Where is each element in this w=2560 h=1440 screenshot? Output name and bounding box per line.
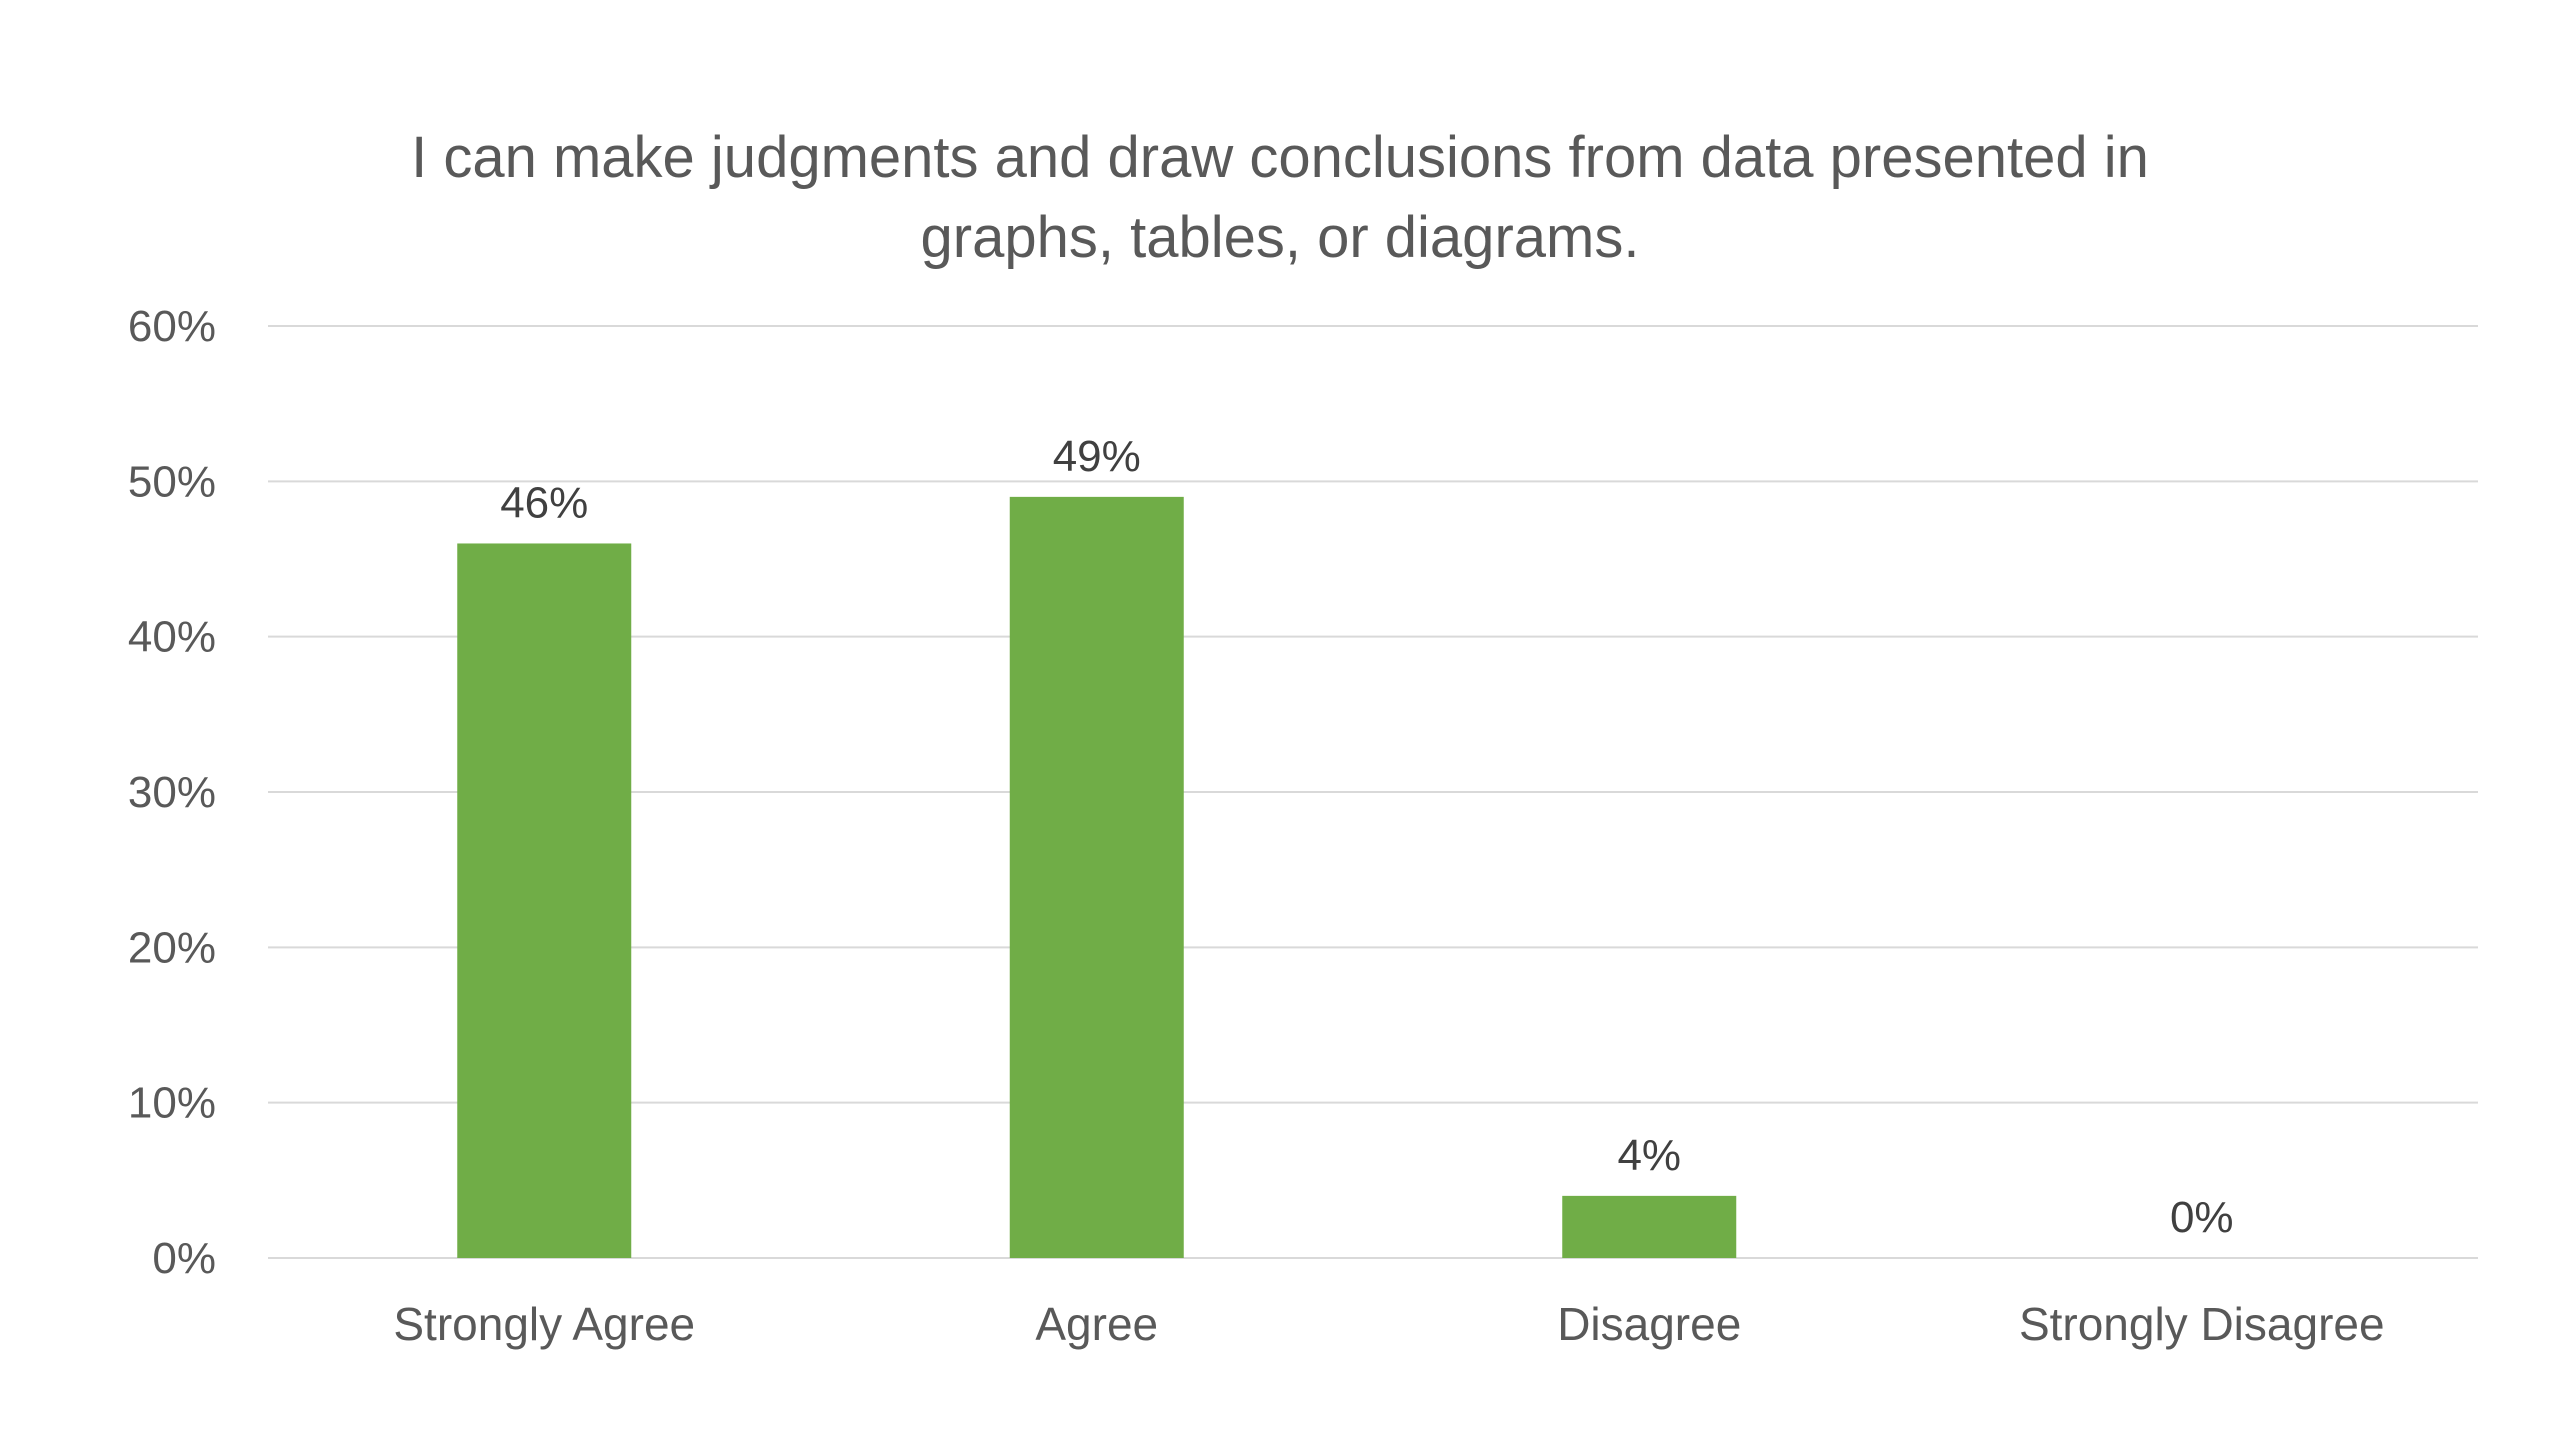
bar-agree [1009,496,1184,1258]
chart-title: I can make judgments and draw conclusion… [0,118,2560,278]
data-labels: 46% 49% 4% 0% [500,432,2233,1242]
x-axis-category-labels: Strongly Agree Agree Disagree Strongly Disa… [393,1298,2384,1350]
data-label: 46% [500,478,588,527]
category-label: Strongly Agree [393,1298,695,1350]
chart-title-line-1: I can make judgments and draw conclusion… [411,125,2149,190]
category-label: Strongly Disagree [2019,1298,2385,1350]
data-label: 49% [1053,432,1141,481]
category-label: Agree [1035,1298,1158,1350]
y-tick-label: 30% [128,768,216,817]
data-label: 4% [1617,1131,1681,1180]
category-label: Disagree [1557,1298,1741,1350]
y-tick-label: 40% [128,613,216,662]
y-tick-label: 0% [152,1234,216,1283]
chart-title-line-2: graphs, tables, or diagrams. [920,205,1640,270]
gridlines [268,325,2478,1259]
bars [457,496,1737,1258]
bar-strongly-agree [457,543,632,1258]
y-tick-label: 20% [128,923,216,972]
bar-disagree [1562,1195,1737,1258]
y-tick-label: 50% [128,457,216,506]
y-tick-label: 10% [128,1079,216,1128]
data-label: 0% [2170,1193,2234,1242]
y-tick-label: 60% [128,302,216,351]
y-axis-tick-labels: 0% 10% 20% 30% 40% 50% 60% [128,302,216,1283]
